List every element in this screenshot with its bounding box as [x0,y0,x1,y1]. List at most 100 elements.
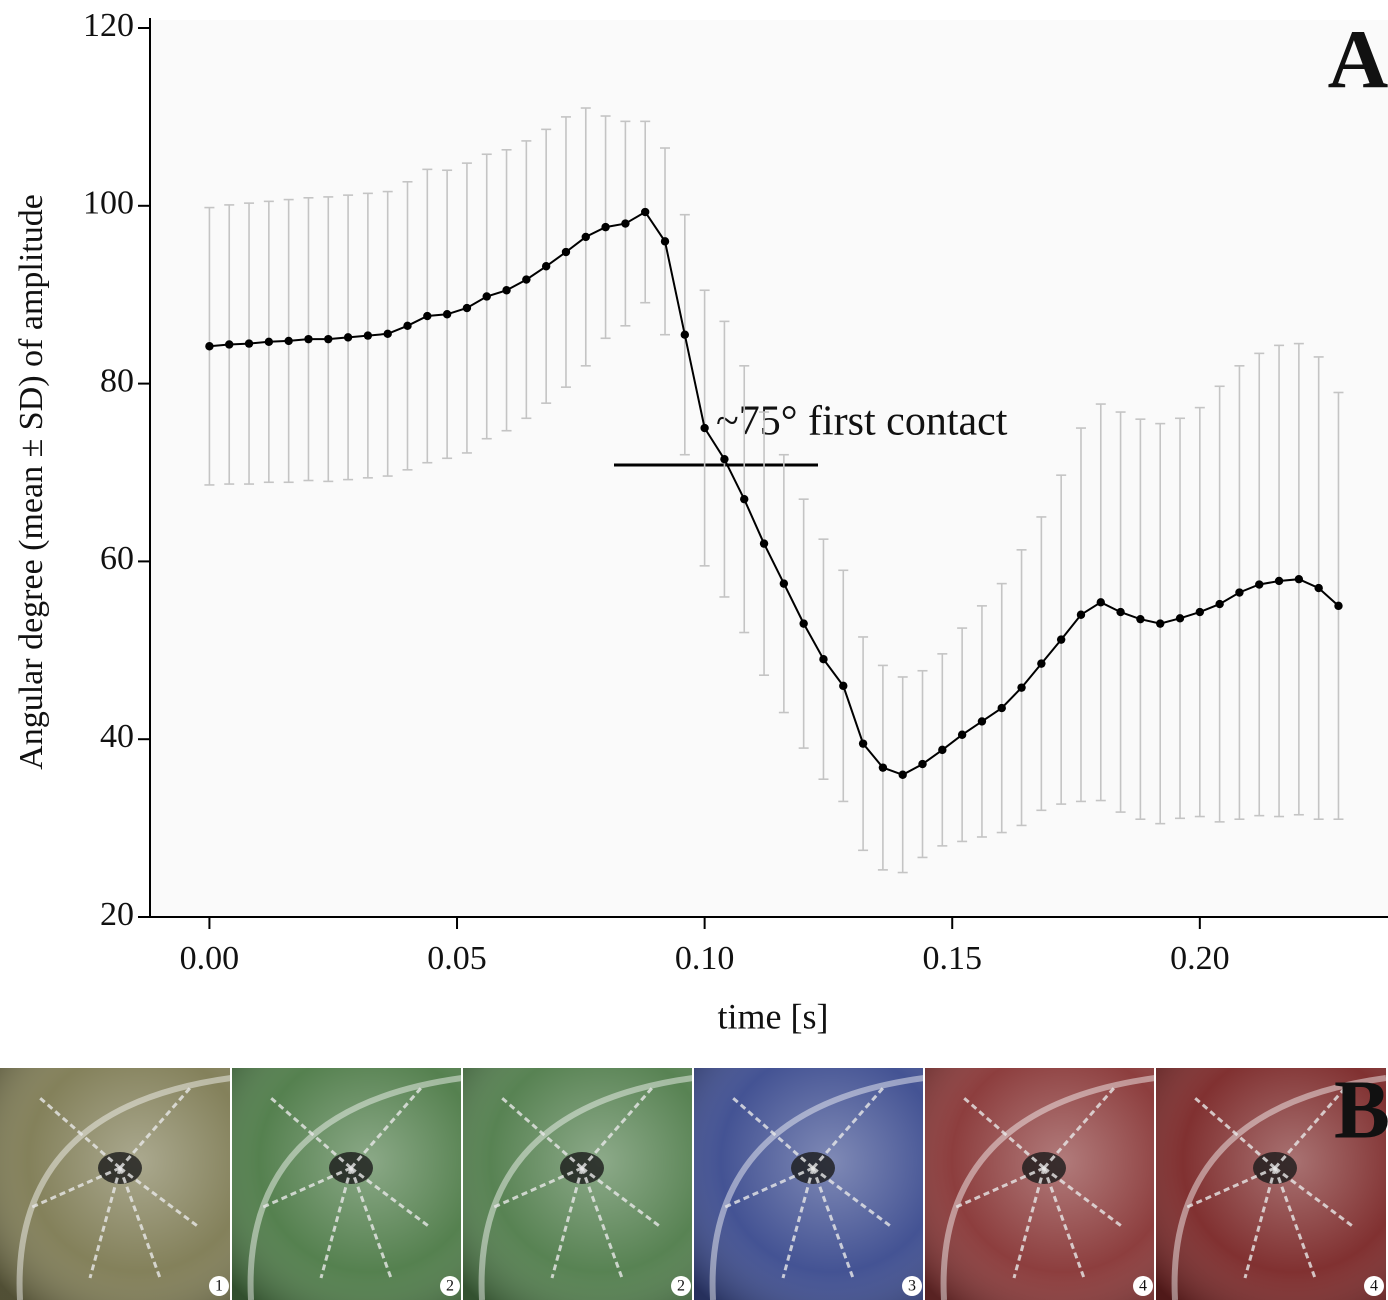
mean-point [304,334,313,344]
y-tick-label: 120 [83,7,134,44]
mean-point [502,286,511,295]
mean-point [1334,601,1343,611]
mean-point [700,423,709,433]
frame-number: 2 [677,1278,685,1295]
animal-leg [963,1096,1045,1170]
mean-point [1235,588,1244,597]
y-axis-title: Angular degree (mean ± SD) of amplitude [13,194,50,770]
photo-shade [462,1068,693,1300]
animal-leg [580,1087,654,1169]
mean-point [938,745,947,755]
photo-frame: 2 [230,1068,463,1300]
mean-point [977,717,987,726]
mean-point [482,292,491,301]
mean-point [541,262,551,271]
mean-point [997,703,1006,713]
mean-point [918,759,927,769]
mean-point [1195,607,1205,617]
mean-point [819,654,828,664]
mean-point [225,340,234,349]
animal-leg [1012,1167,1046,1279]
mean-point [264,337,274,347]
mean-point [244,339,254,348]
animal-leg [1043,1166,1125,1230]
animal-leg [1194,1096,1276,1170]
mean-point [1255,580,1264,589]
plot-background [150,20,1388,917]
y-tick-label: 20 [100,896,134,933]
strip-label: B [1334,1063,1388,1156]
mean-point [1076,610,1086,619]
x-axis-title: time [s] [718,996,829,1036]
panel-label: A [1328,13,1388,106]
mean-point [1136,614,1145,624]
mean-point [1017,683,1026,692]
animal-leg [39,1096,121,1170]
mean-point [680,330,690,339]
animal-leg [1273,1087,1347,1169]
frame-number-badge [1364,1276,1384,1296]
animal-leg [270,1096,352,1170]
frame-number-badge [1133,1276,1153,1296]
mean-point [383,329,392,339]
x-tick-label: 0.00 [180,940,240,977]
mean-point [621,219,630,228]
frame-number-badge [671,1276,691,1296]
x-tick-label: 0.20 [1170,940,1230,977]
mean-point [442,310,452,319]
mean-point [205,342,214,351]
animal-leg [260,1166,352,1210]
animal-leg [349,1087,423,1169]
y-tick-label: 40 [100,718,134,755]
animal-leg [812,1166,894,1230]
photo-shade [0,1068,231,1300]
mean-point [403,321,412,331]
mean-point [720,454,729,464]
mean-point [1156,619,1165,628]
photo-frame: 4 [923,1068,1156,1300]
frame-number: 4 [1370,1278,1378,1295]
frame-number-badge [209,1276,229,1296]
animal-leg [350,1166,432,1230]
mean-point [740,494,749,504]
photo-shade [693,1068,924,1300]
mean-point [660,237,670,246]
mean-point [779,579,789,588]
photo-shade [231,1068,462,1300]
mean-point [1274,576,1284,586]
frame-number: 3 [908,1278,916,1295]
animal-leg [501,1096,583,1170]
mean-point [799,619,808,628]
mean-point [343,333,353,342]
dish-rim [478,1075,694,1300]
mean-point [839,681,848,691]
animal-leg [1184,1166,1276,1210]
mean-point [324,334,333,344]
animal-leg [118,1087,192,1169]
frame-number-badge [902,1276,922,1296]
mean-point [1215,599,1224,609]
mean-point [363,331,373,340]
animal-leg [953,1166,1045,1210]
mean-point [462,303,472,313]
animal-leg [88,1167,122,1279]
mean-point [601,222,610,232]
mean-point [1037,659,1046,668]
frame-number: 2 [446,1278,454,1295]
frame-number: 4 [1139,1278,1147,1295]
mean-point [581,232,590,242]
mean-point [1294,574,1304,584]
mean-point [522,275,531,284]
dish-rim [1171,1075,1387,1300]
photo-strip: 1 2 2 3 4 4 B [0,1063,1388,1300]
frame-number: 1 [215,1278,223,1295]
mean-point [759,539,769,548]
mean-point [423,311,432,321]
y-tick-label: 100 [83,185,134,222]
dish-rim [709,1075,925,1300]
dish-rim [16,1075,232,1300]
photo-shade [924,1068,1155,1300]
mean-point [858,739,868,748]
